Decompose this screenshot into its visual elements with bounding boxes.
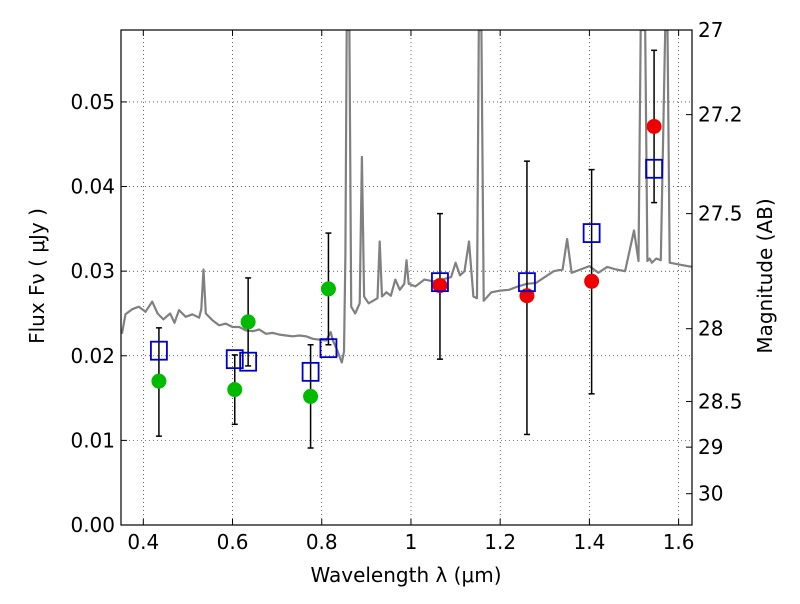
- data-point-circle: [432, 278, 448, 294]
- right-tick-label: 28.5: [698, 389, 743, 413]
- data-point-circle: [584, 273, 600, 289]
- right-tick-label: 30: [698, 482, 723, 506]
- x-tick-label: 1.6: [663, 530, 695, 554]
- data-point-circle: [320, 281, 336, 297]
- y-tick-label: 0.02: [70, 344, 115, 368]
- model-point-square: [645, 158, 663, 179]
- x-tick-label: 1: [405, 530, 418, 554]
- x-tick-label: 0.4: [127, 530, 159, 554]
- y-tick-label: 0.00: [70, 513, 115, 537]
- right-tick-label: 27.5: [698, 202, 743, 226]
- data-point-circle: [227, 382, 243, 398]
- data-point-circle: [151, 373, 167, 389]
- data-point-circle: [240, 314, 256, 330]
- x-tick-label: 1.2: [484, 530, 516, 554]
- plot-frame: [120, 29, 693, 526]
- right-axis-label: Magnitude (AB): [753, 198, 777, 353]
- y-tick-label: 0.04: [70, 175, 115, 199]
- y-axis-label: Flux Fν ( μJy ): [25, 208, 49, 344]
- model-point-square: [301, 361, 320, 382]
- sed-model-line: [121, 30, 692, 364]
- right-tick-label: 27: [698, 18, 723, 42]
- grid-lines: [121, 30, 692, 525]
- x-tick-label: 1.4: [573, 530, 605, 554]
- y-tick-label: 0.01: [70, 428, 115, 452]
- x-axis-label: Wavelength λ (μm): [310, 563, 501, 587]
- x-tick-label: 0.8: [306, 530, 338, 554]
- axes: 0.4 0.6 0.8 1 1.2 1.4 1.6 0.00 0.01 0.02 0.03 0.04 0…: [70, 18, 742, 554]
- model-point-square: [582, 223, 601, 243]
- right-tick-label: 29: [698, 435, 723, 459]
- y-tick-label: 0.05: [70, 90, 115, 114]
- model-point-square: [150, 340, 168, 361]
- right-tick-label: 28: [698, 317, 723, 341]
- model-point-square: [431, 272, 449, 293]
- model-point-square: [239, 351, 258, 372]
- data-point-circle: [303, 388, 319, 404]
- model-point-square: [319, 338, 338, 359]
- sed-curve-layer: [121, 30, 692, 364]
- x-tick-label: 0.6: [217, 530, 249, 554]
- data-point-circle: [646, 118, 662, 134]
- y-tick-label: 0.03: [70, 259, 115, 283]
- model-point-square: [518, 272, 536, 293]
- right-tick-label: 27.2: [698, 103, 743, 127]
- model-point-square: [225, 349, 244, 370]
- data-points-layer: [150, 49, 663, 449]
